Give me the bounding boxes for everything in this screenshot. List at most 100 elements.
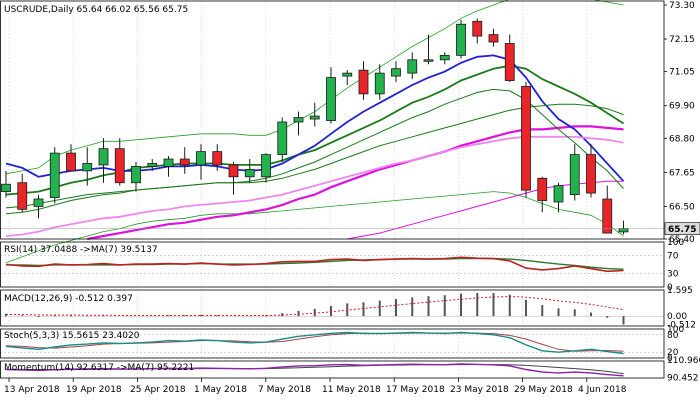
stoch-tick-label: 20	[667, 348, 679, 358]
bear-candle	[66, 152, 76, 172]
rsi-ma-line	[6, 257, 624, 270]
date-label: 13 Apr 2018	[4, 385, 60, 395]
current-price-label: 65.75	[668, 225, 696, 235]
bull-candle	[163, 158, 174, 167]
ma-line-pink	[5, 135, 624, 237]
bull-candle	[98, 148, 109, 166]
price-tick-label: 67.65	[669, 168, 695, 178]
rsi-tick-label: 70	[667, 252, 679, 262]
pane-frame	[0, 328, 665, 359]
date-label: 7 May 2018	[258, 385, 311, 395]
macd-tick-label: 0.00	[667, 312, 687, 322]
price-tick-label: 69.90	[669, 102, 695, 112]
grid-layer	[8, 1, 588, 378]
macd-title: MACD(12,26,9) -0.512 0.397	[4, 294, 133, 304]
bull-candle	[439, 54, 450, 61]
ma-line-blue	[5, 54, 625, 182]
ma-line-magenta-thin	[347, 180, 624, 240]
date-label: 1 May 2018	[194, 385, 247, 395]
bull-candle	[342, 72, 353, 77]
bear-candle	[212, 151, 223, 166]
price-axis: 73.30 72.15 71.05 69.90 68.80 67.65 66.50 65.40…	[664, 1, 700, 384]
macd-tick-label: 1.595	[667, 286, 693, 296]
date-label: 19 Apr 2018	[66, 385, 122, 395]
pane-frame	[0, 289, 665, 327]
pane-frame	[0, 360, 665, 379]
date-label: 29 May 2018	[514, 385, 573, 395]
macd-signal-line	[6, 295, 624, 316]
momentum-title: Momentum(14) 92.6317 ->MA(7) 95.2221	[4, 363, 194, 373]
momentum-tick-label: 110.9669	[667, 356, 700, 366]
stoch-k-line	[5, 331, 624, 355]
bear-candle	[488, 34, 499, 43]
price-tick-label: 71.05	[669, 68, 695, 78]
bull-candle	[569, 154, 580, 195]
bull-candle	[82, 163, 93, 172]
bull-candle	[196, 151, 206, 166]
bull-candle	[277, 121, 288, 155]
macd-pane[interactable]	[0, 292, 664, 325]
bull-candle	[261, 154, 271, 178]
stoch-title: Stoch(5,3,3) 15.5615 23.4020	[4, 331, 140, 341]
ma-line-green-fast	[5, 88, 624, 209]
stoch-tick-label: 0	[667, 354, 673, 364]
price-tick-label: 72.15	[669, 35, 695, 45]
date-axis: 13 Apr 2018 19 Apr 2018 25 Apr 2018 1 May 2…	[4, 378, 627, 395]
bear-candle	[472, 20, 483, 37]
bear-candle	[228, 164, 239, 178]
pane-frame	[0, 0, 665, 240]
bull-candle	[244, 168, 255, 178]
rsi-tick-label: 0	[667, 283, 673, 293]
bull-candle	[1, 183, 11, 193]
bear-candle	[504, 43, 515, 81]
ma-line-magenta	[87, 125, 624, 241]
bull-candle	[49, 152, 60, 198]
bull-candle	[374, 72, 385, 95]
date-label: 25 Apr 2018	[130, 385, 186, 395]
bear-candle	[17, 182, 28, 210]
date-label: 4 Jun 2018	[578, 385, 627, 395]
rsi-tick-label: 100	[667, 238, 684, 248]
stoch-tick-label: 80	[667, 331, 679, 341]
rsi-title: RSI(14) 37.0488 ->MA(7) 39.5137	[4, 245, 158, 255]
bear-candle	[602, 198, 613, 234]
rsi-pane[interactable]	[0, 255, 664, 274]
date-label: 11 May 2018	[322, 385, 381, 395]
price-pane[interactable]	[0, 0, 664, 264]
bb-lower-line	[5, 191, 624, 264]
pane-frame	[0, 241, 665, 288]
momentum-pane[interactable]	[5, 363, 624, 377]
bull-candle	[618, 228, 629, 233]
bear-candle	[114, 148, 125, 184]
bull-candle	[456, 23, 466, 56]
stoch-d-line	[5, 332, 624, 352]
pane-frames	[0, 0, 665, 379]
bull-candle	[423, 59, 434, 62]
bear-candle	[586, 154, 596, 194]
bear-candle	[537, 177, 548, 201]
date-label: 23 May 2018	[450, 385, 509, 395]
rsi-tick-label: 30	[667, 270, 679, 280]
bull-candle	[407, 59, 418, 74]
pane-titles: USCRUDE,Daily 65.64 66.02 65.56 65.75 RS…	[4, 5, 194, 373]
bull-candle	[326, 77, 336, 121]
bull-candle	[147, 163, 158, 167]
bull-candle	[293, 117, 304, 123]
bull-candle	[553, 185, 564, 203]
price-tick-label: 68.80	[669, 134, 695, 144]
price-tick-label: 65.40	[669, 235, 695, 245]
bull-candle	[33, 198, 44, 207]
bull-candle	[309, 115, 320, 120]
date-label: 17 May 2018	[386, 385, 445, 395]
bull-candle	[391, 68, 401, 77]
main-title: USCRUDE,Daily 65.64 66.02 65.56 65.75	[4, 5, 188, 15]
bull-candle	[131, 166, 141, 184]
bear-candle	[358, 69, 369, 95]
price-tick-label: 73.30	[669, 1, 695, 11]
stoch-tick-label: 100	[667, 325, 684, 335]
rsi-line	[5, 256, 624, 273]
price-tick-label: 66.50	[669, 202, 695, 212]
stoch-pane[interactable]	[0, 331, 664, 355]
